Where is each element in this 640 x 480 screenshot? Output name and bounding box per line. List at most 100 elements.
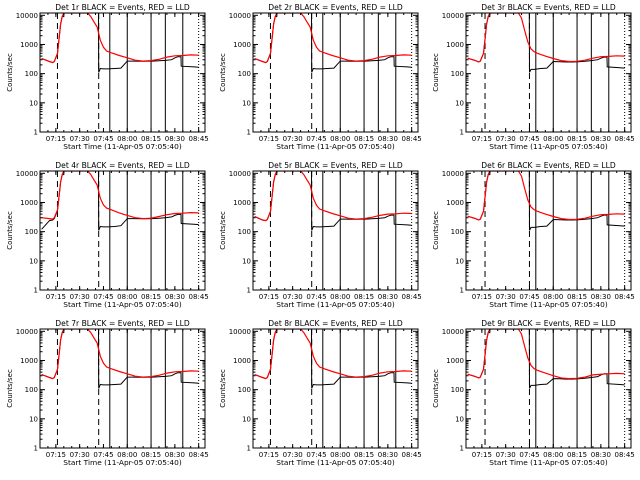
panel-grid: Det 1r BLACK = Events, RED = LLD11010010… [6,3,635,467]
y-axis-label: Counts/sec [6,53,14,92]
panel-det-8: Det 8r BLACK = Events, RED = LLD 1 10 100 10… [219,319,422,467]
y-tick-label: 10000 [16,12,38,20]
x-tick-label: 07:15 [46,293,66,301]
x-tick-label: 07:45 [93,135,113,143]
x-tick-label: 08:15 [567,135,587,143]
x-tick-label: 07:30 [70,135,90,143]
y-tick-label: 10000 [229,12,251,20]
x-axis-label: Start Time (11-Apr-05 07:05:40) [489,458,608,467]
x-tick-label: 08:45 [402,451,422,459]
plot-frame [252,12,419,133]
x-tick-label: 08:45 [189,293,209,301]
y-tick-label: 10 [455,415,464,423]
panel-title: Det 8r BLACK = Events, RED = LLD [268,319,403,328]
y-tick-label: 100 [238,228,251,236]
x-tick-label: 08:00 [543,293,563,301]
x-tick-label: 07:30 [496,135,516,143]
plot-frame [39,170,206,291]
x-axis-label: Start Time (11-Apr-05 07:05:40) [63,300,182,309]
series-line-lld [467,329,625,380]
x-tick-label: 07:45 [519,293,539,301]
panel-title: Det 6r BLACK = Events, RED = LLD [481,161,616,170]
y-tick-label: 1 [247,445,251,453]
x-axis-label: Start Time (11-Apr-05 07:05:40) [276,458,395,467]
x-tick-label: 08:00 [117,293,137,301]
x-tick-label: 08:45 [189,135,209,143]
panel-title: Det 7r BLACK = Events, RED = LLD [55,319,190,328]
x-tick-label: 08:45 [402,293,422,301]
y-tick-label: 1 [34,129,38,137]
x-tick-label: 07:30 [283,451,303,459]
x-axis-label: Start Time (11-Apr-05 07:05:40) [276,142,395,151]
x-tick-label: 08:45 [402,135,422,143]
y-tick-label: 100 [451,386,464,394]
x-tick-label: 07:30 [496,451,516,459]
x-tick-label: 07:45 [93,451,113,459]
plot-frame [39,328,206,449]
panel-det-6: Det 6r BLACK = Events, RED = LLD 1 10 100 10… [432,161,635,309]
panel-title: Det 5r BLACK = Events, RED = LLD [268,161,403,170]
y-axis-label: Counts/sec [219,211,227,250]
x-tick-label: 08:45 [189,451,209,459]
y-tick-label: 10000 [16,170,38,178]
x-tick-label: 08:30 [165,135,185,143]
x-tick-label: 08:15 [567,293,587,301]
y-tick-label: 10 [242,99,251,107]
x-tick-label: 08:45 [615,135,635,143]
x-tick-label: 08:15 [141,293,161,301]
y-tick-label: 1000 [446,199,464,207]
x-axis-label: Start Time (11-Apr-05 07:05:40) [276,300,395,309]
series-group [41,171,199,231]
series-group [41,13,199,73]
series-line-lld [41,329,199,380]
y-tick-label: 1 [34,287,38,295]
x-tick-label: 08:15 [567,451,587,459]
y-tick-label: 1 [247,129,251,137]
x-tick-label: 07:15 [46,135,66,143]
y-tick-label: 1000 [233,41,251,49]
y-tick-label: 1000 [20,41,38,49]
x-tick-label: 08:30 [591,293,611,301]
x-tick-label: 08:30 [165,293,185,301]
y-tick-label: 100 [238,386,251,394]
y-axis-label: Counts/sec [219,369,227,408]
series-group [254,13,412,73]
plot-frame [39,12,206,133]
series-line-lld [41,13,199,64]
x-tick-label: 08:30 [378,451,398,459]
x-tick-label: 08:45 [615,451,635,459]
y-tick-label: 10000 [229,170,251,178]
x-tick-label: 07:30 [496,293,516,301]
x-tick-label: 08:15 [354,451,374,459]
x-tick-label: 08:30 [378,293,398,301]
x-tick-label: 07:30 [283,135,303,143]
y-tick-label: 1000 [20,199,38,207]
x-tick-label: 08:00 [330,135,350,143]
series-group [254,329,412,389]
x-tick-label: 08:00 [117,135,137,143]
y-tick-label: 100 [25,386,38,394]
series-line-lld [254,171,412,222]
panel-det-7: Det 7r BLACK = Events, RED = LLD 1 10 100 10… [6,319,209,467]
panel-title: Det 4r BLACK = Events, RED = LLD [55,161,190,170]
series-line-lld [254,329,412,380]
y-tick-label: 10 [29,415,38,423]
y-tick-label: 1 [34,445,38,453]
x-tick-label: 07:15 [259,135,279,143]
x-tick-label: 07:15 [259,451,279,459]
x-tick-label: 08:15 [354,135,374,143]
y-tick-label: 10000 [442,170,464,178]
y-tick-label: 10000 [442,12,464,20]
y-tick-label: 10 [455,257,464,265]
y-tick-label: 1000 [233,357,251,365]
panel-title: Det 3r BLACK = Events, RED = LLD [481,3,616,12]
x-tick-label: 08:00 [543,135,563,143]
x-tick-label: 07:45 [306,451,326,459]
x-tick-label: 07:45 [306,135,326,143]
y-axis-label: Counts/sec [6,211,14,250]
x-tick-label: 07:15 [46,451,66,459]
y-tick-label: 100 [451,228,464,236]
y-tick-label: 100 [25,70,38,78]
